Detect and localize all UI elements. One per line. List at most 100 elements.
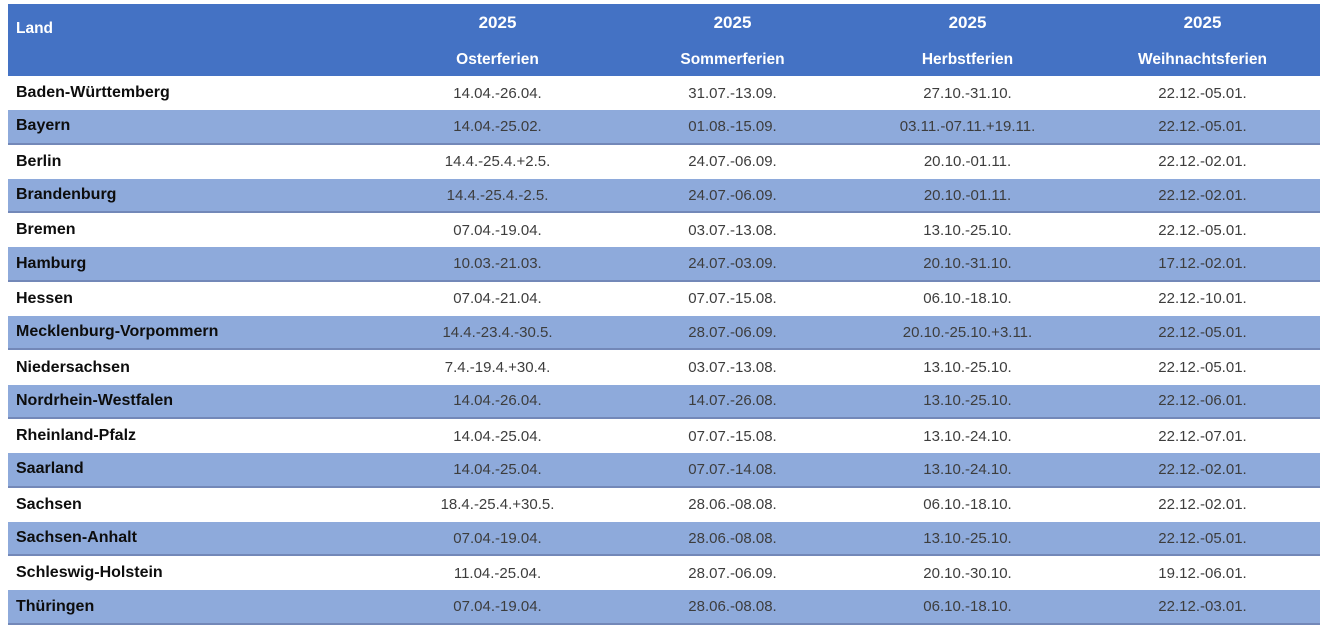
sommerferien-dates: 28.07.-06.09. bbox=[688, 564, 777, 582]
osterferien-dates: 07.04.-19.04. bbox=[453, 598, 542, 616]
sommerferien-dates: 24.07.-06.09. bbox=[688, 186, 777, 204]
sommerferien-dates: 07.07.-14.08. bbox=[688, 460, 777, 478]
table-row: Rheinland-Pfalz 14.04.-25.04. 07.07.-15.… bbox=[8, 418, 1320, 454]
year-label: 2025 bbox=[713, 13, 752, 32]
sommerferien-dates: 24.07.-06.09. bbox=[688, 153, 777, 171]
herbstferien-dates: 20.10.-01.11. bbox=[923, 153, 1012, 171]
table-row: Baden-Württemberg 14.04.-26.04. 31.07.-1… bbox=[8, 76, 1320, 111]
sommerferien-dates: 03.07.-13.08. bbox=[688, 359, 777, 377]
herbstferien-dates: 06.10.-18.10. bbox=[923, 598, 1012, 616]
state-name: Baden-Württemberg bbox=[16, 84, 170, 102]
osterferien-dates: 7.4.-19.4.+30.4. bbox=[444, 359, 551, 377]
state-name: Schleswig-Holstein bbox=[16, 564, 163, 582]
table-row: Niedersachsen 7.4.-19.4.+30.4. 03.07.-13… bbox=[8, 350, 1320, 385]
state-name: Nordrhein-Westfalen bbox=[16, 391, 174, 409]
osterferien-dates: 14.04.-25.04. bbox=[453, 427, 542, 445]
season-label-osterferien: Osterferien bbox=[456, 51, 539, 68]
sommerferien-dates: 28.06.-08.08. bbox=[688, 598, 777, 616]
sommerferien-dates: 28.06.-08.08. bbox=[688, 529, 777, 547]
herbstferien-dates: 20.10.-30.10. bbox=[923, 564, 1012, 582]
column-header-herbstferien: 2025 Herbstferien bbox=[850, 4, 1085, 76]
state-name: Hamburg bbox=[16, 254, 87, 272]
herbstferien-dates: 13.10.-25.10. bbox=[923, 359, 1012, 377]
season-label-herbstferien: Herbstferien bbox=[921, 51, 1014, 68]
weihnachtsferien-dates: 22.12.-02.01. bbox=[1158, 153, 1247, 171]
weihnachtsferien-dates: 19.12.-06.01. bbox=[1158, 564, 1247, 582]
osterferien-dates: 10.03.-21.03. bbox=[453, 255, 542, 273]
herbstferien-dates: 13.10.-25.10. bbox=[923, 221, 1012, 239]
sommerferien-dates: 28.07.-06.09. bbox=[688, 323, 777, 341]
weihnachtsferien-dates: 17.12.-02.01. bbox=[1158, 255, 1247, 273]
sommerferien-dates: 07.07.-15.08. bbox=[688, 427, 777, 445]
table-header: Land 2025 Osterferien 2025 Sommerferien … bbox=[8, 4, 1320, 76]
table-row: Sachsen 18.4.-25.4.+30.5. 28.06.-08.08. … bbox=[8, 487, 1320, 522]
table-row: Bremen 07.04.-19.04. 03.07.-13.08. 13.10… bbox=[8, 213, 1320, 248]
herbstferien-dates: 13.10.-24.10. bbox=[923, 427, 1012, 445]
weihnachtsferien-dates: 22.12.-05.01. bbox=[1158, 323, 1247, 341]
table-row: Berlin 14.4.-25.4.+2.5. 24.07.-06.09. 20… bbox=[8, 144, 1320, 179]
state-name: Thüringen bbox=[16, 597, 95, 615]
osterferien-dates: 14.4.-25.4.-2.5. bbox=[446, 186, 549, 204]
osterferien-dates: 14.04.-26.04. bbox=[453, 84, 542, 102]
sommerferien-dates: 28.06.-08.08. bbox=[688, 496, 777, 514]
sommerferien-dates: 01.08.-15.09. bbox=[688, 117, 777, 135]
weihnachtsferien-dates: 22.12.-03.01. bbox=[1158, 598, 1247, 616]
herbstferien-dates: 20.10.-01.11. bbox=[923, 186, 1012, 204]
osterferien-dates: 14.4.-23.4.-30.5. bbox=[442, 323, 553, 341]
herbstferien-dates: 06.10.-18.10. bbox=[923, 290, 1012, 308]
weihnachtsferien-dates: 22.12.-10.01. bbox=[1158, 290, 1247, 308]
table-row: Brandenburg 14.4.-25.4.-2.5. 24.07.-06.0… bbox=[8, 178, 1320, 214]
herbstferien-dates: 03.11.-07.11.+19.11. bbox=[899, 117, 1036, 135]
osterferien-dates: 11.04.-25.04. bbox=[453, 564, 542, 582]
state-name: Sachsen-Anhalt bbox=[16, 529, 137, 546]
table-row: Sachsen-Anhalt 07.04.-19.04. 28.06.-08.0… bbox=[8, 521, 1320, 557]
state-name: Hessen bbox=[16, 289, 73, 307]
osterferien-dates: 14.04.-26.04. bbox=[453, 392, 542, 410]
osterferien-dates: 14.04.-25.02. bbox=[453, 117, 542, 135]
sommerferien-dates: 03.07.-13.08. bbox=[688, 221, 777, 239]
osterferien-dates: 07.04.-21.04. bbox=[453, 290, 542, 308]
table-row: Hamburg 10.03.-21.03. 24.07.-03.09. 20.1… bbox=[8, 247, 1320, 282]
weihnachtsferien-dates: 22.12.-05.01. bbox=[1158, 529, 1247, 547]
weihnachtsferien-dates: 22.12.-05.01. bbox=[1158, 84, 1247, 102]
state-name: Brandenburg bbox=[16, 186, 117, 204]
osterferien-dates: 14.04.-25.04. bbox=[453, 460, 542, 478]
weihnachtsferien-dates: 22.12.-06.01. bbox=[1158, 392, 1247, 410]
column-header-land: Land bbox=[16, 20, 54, 37]
column-header-osterferien: 2025 Osterferien bbox=[380, 4, 615, 76]
weihnachtsferien-dates: 22.12.-07.01. bbox=[1158, 427, 1247, 445]
herbstferien-dates: 27.10.-31.10. bbox=[923, 84, 1012, 102]
weihnachtsferien-dates: 22.12.-05.01. bbox=[1158, 359, 1247, 377]
osterferien-dates: 07.04.-19.04. bbox=[453, 221, 542, 239]
year-label: 2025 bbox=[1183, 13, 1222, 32]
column-header-weihnachtsferien: 2025 Weihnachtsferien bbox=[1085, 4, 1320, 76]
weihnachtsferien-dates: 22.12.-05.01. bbox=[1158, 117, 1247, 135]
state-name: Berlin bbox=[16, 152, 62, 170]
sommerferien-dates: 14.07.-26.08. bbox=[688, 392, 777, 410]
table-row: Bayern 14.04.-25.02. 01.08.-15.09. 03.11… bbox=[8, 110, 1320, 145]
herbstferien-dates: 13.10.-25.10. bbox=[923, 392, 1012, 410]
sommerferien-dates: 24.07.-03.09. bbox=[688, 255, 777, 273]
table-row: Hessen 07.04.-21.04. 07.07.-15.08. 06.10… bbox=[8, 281, 1320, 317]
sommerferien-dates: 07.07.-15.08. bbox=[688, 290, 777, 308]
weihnachtsferien-dates: 22.12.-02.01. bbox=[1158, 186, 1247, 204]
weihnachtsferien-dates: 22.12.-02.01. bbox=[1158, 460, 1247, 478]
table-row: Thüringen 07.04.-19.04. 28.06.-08.08. 06… bbox=[8, 590, 1320, 625]
state-name: Saarland bbox=[16, 460, 84, 478]
year-label: 2025 bbox=[478, 13, 517, 32]
table-body: Baden-Württemberg 14.04.-26.04. 31.07.-1… bbox=[8, 76, 1320, 625]
season-label-sommerferien: Sommerferien bbox=[680, 51, 785, 68]
osterferien-dates: 07.04.-19.04. bbox=[453, 529, 542, 547]
herbstferien-dates: 20.10.-31.10. bbox=[923, 255, 1012, 273]
year-label: 2025 bbox=[948, 13, 987, 32]
state-name: Niedersachsen bbox=[16, 358, 130, 376]
state-name: Bayern bbox=[16, 117, 71, 135]
table-row: Mecklenburg-Vorpommern 14.4.-23.4.-30.5.… bbox=[8, 316, 1320, 351]
state-name: Mecklenburg-Vorpommern bbox=[16, 323, 219, 341]
state-name: Sachsen bbox=[16, 495, 82, 513]
table-row: Saarland 14.04.-25.04. 07.07.-14.08. 13.… bbox=[8, 453, 1320, 488]
herbstferien-dates: 13.10.-25.10. bbox=[923, 529, 1012, 547]
state-name: Rheinland-Pfalz bbox=[16, 427, 137, 445]
column-header-sommerferien: 2025 Sommerferien bbox=[615, 4, 850, 76]
